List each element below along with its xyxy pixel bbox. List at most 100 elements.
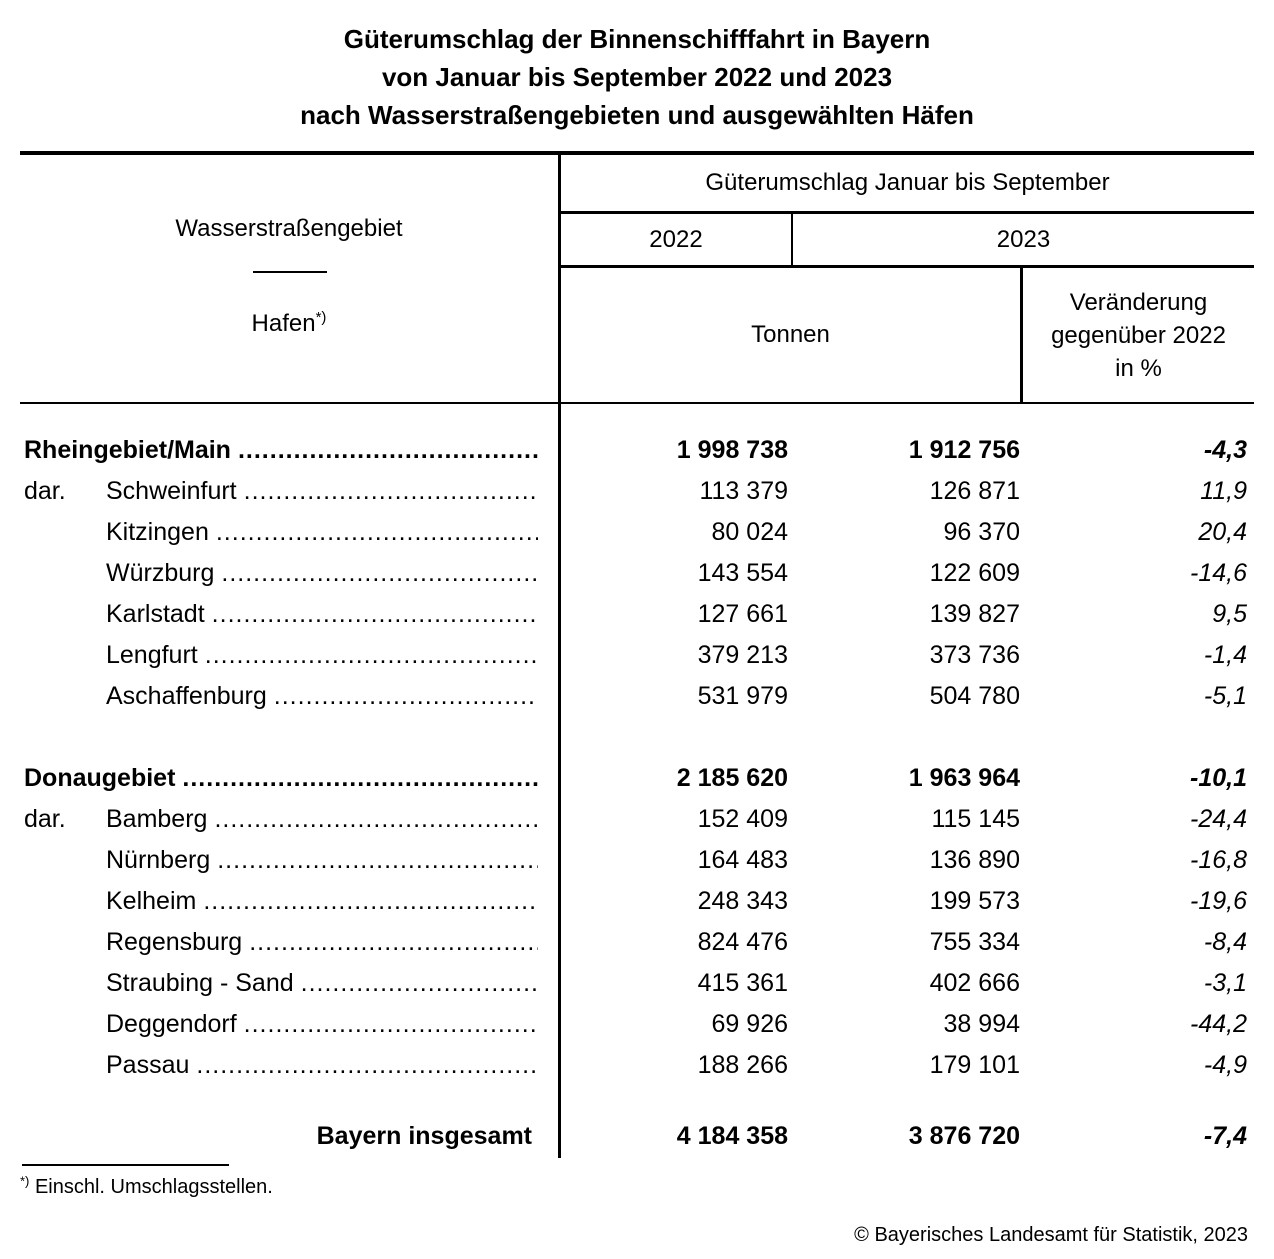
header-change-line-2: gegenüber 2022 (1051, 321, 1226, 349)
row-name: Passau (106, 1051, 190, 1079)
dot-leader (182, 758, 538, 799)
row-label-cell: Rheingebiet/Main (20, 430, 538, 471)
dot-leader (196, 1045, 538, 1086)
value-change-percent: -4,3 (1203, 436, 1247, 464)
row-prefix (24, 594, 106, 635)
value-2022: 80 024 (711, 518, 788, 546)
value-2022: 824 476 (697, 928, 788, 956)
row-name: Rheingebiet/Main (24, 436, 231, 464)
title-line-3: nach Wasserstraßengebieten und ausgewähl… (300, 100, 974, 130)
value-change-percent: -44,2 (1190, 1010, 1247, 1038)
row-label-cell: Lengfurt (20, 635, 538, 676)
value-2022: 248 343 (697, 887, 788, 915)
row-prefix (24, 553, 106, 594)
row-prefix (24, 1004, 106, 1045)
value-2022: 1 998 738 (676, 436, 788, 464)
header-years-underline (561, 265, 1254, 268)
row-label-cell: Aschaffenburg (20, 676, 538, 717)
row-label-cell: dar. Bamberg (20, 799, 538, 840)
header-group-title: Güterumschlag Januar bis September (705, 169, 1110, 196)
row-prefix (24, 1045, 106, 1086)
table-row: Rheingebiet/Main 1 998 738 1 912 756 -4,3 (20, 430, 1254, 471)
row-label-cell: Bayern insgesamt (20, 1116, 538, 1157)
dot-leader (244, 471, 538, 512)
value-change-percent: -19,6 (1190, 887, 1247, 915)
row-name: Straubing - Sand (106, 969, 294, 997)
value-2023: 126 871 (929, 477, 1020, 505)
title-line-2: von Januar bis September 2022 und 2023 (381, 62, 893, 92)
value-2023: 402 666 (929, 969, 1020, 997)
row-prefix (24, 963, 106, 1004)
dot-leader (216, 512, 538, 553)
value-2022: 113 379 (699, 477, 788, 505)
value-2022: 379 213 (697, 641, 788, 669)
value-change-percent: -10,1 (1190, 764, 1247, 792)
row-prefix (24, 922, 106, 963)
value-change-percent: -24,4 (1190, 805, 1247, 833)
header-years-divider (791, 214, 793, 265)
value-2022: 531 979 (697, 682, 788, 710)
spacer-row (20, 717, 1254, 758)
value-2023: 3 876 720 (908, 1122, 1020, 1150)
value-2023: 136 890 (929, 846, 1020, 874)
value-2023: 504 780 (929, 682, 1020, 710)
value-change-percent: -5,1 (1203, 682, 1247, 710)
header-hafen-footnote-mark: *) (315, 309, 327, 326)
row-prefix (24, 512, 106, 553)
dot-leader (249, 922, 538, 963)
row-label-cell: Karlstadt (20, 594, 538, 635)
row-label-cell: Donaugebiet (20, 758, 538, 799)
row-name: Aschaffenburg (106, 682, 267, 710)
table-row: Straubing - Sand 415 361 402 666 -3,1 (20, 963, 1254, 1004)
row-name: Karlstadt (106, 600, 205, 628)
value-2022: 2 185 620 (676, 764, 788, 792)
value-2022: 152 409 (697, 805, 788, 833)
value-2022: 188 266 (697, 1051, 788, 1079)
value-change-percent: -4,9 (1203, 1051, 1247, 1079)
value-2022: 4 184 358 (676, 1122, 788, 1150)
value-2022: 69 926 (711, 1010, 788, 1038)
value-change-percent: -3,1 (1203, 969, 1247, 997)
row-name: Bayern insgesamt (316, 1122, 532, 1150)
copyright-notice: © Bayerisches Landesamt für Statistik, 2… (854, 1224, 1248, 1246)
header-unit-tonnen: Tonnen (751, 321, 830, 348)
table-row: Deggendorf 69 926 38 994 -44,2 (20, 1004, 1254, 1045)
row-label-cell: Würzburg (20, 553, 538, 594)
table-row: Bayern insgesamt 4 184 358 3 876 720 -7,4 (20, 1116, 1254, 1157)
row-prefix: dar. (24, 477, 66, 505)
row-name: Lengfurt (106, 641, 198, 669)
dot-leader (238, 430, 538, 471)
table-row: Kitzingen 80 024 96 370 20,4 (20, 512, 1254, 553)
value-change-percent: -7,4 (1203, 1122, 1247, 1150)
footnote-separator-line (22, 1164, 229, 1166)
value-2022: 127 661 (697, 600, 788, 628)
footnote-mark: *) (20, 1173, 30, 1189)
value-2023: 755 334 (929, 928, 1020, 956)
dot-leader (205, 635, 538, 676)
header-change-line-3: in % (1115, 354, 1162, 382)
header-year-2022: 2022 (649, 226, 703, 253)
value-2023: 373 736 (929, 641, 1020, 669)
value-2023: 199 573 (929, 887, 1020, 915)
value-2023: 96 370 (943, 518, 1020, 546)
spacer-row (20, 1086, 1254, 1116)
row-name: Donaugebiet (24, 764, 176, 792)
table-row: Würzburg 143 554 122 609 -14,6 (20, 553, 1254, 594)
dot-leader (217, 840, 538, 881)
dot-leader (244, 1004, 538, 1045)
row-label-cell: Nürnberg (20, 840, 538, 881)
row-name: Würzburg (106, 559, 215, 587)
value-2023: 115 145 (931, 805, 1020, 833)
row-name: Deggendorf (106, 1010, 237, 1038)
row-name: Kelheim (106, 887, 197, 915)
row-label-cell: Straubing - Sand (20, 963, 538, 1004)
header-group-underline (561, 211, 1254, 214)
footnote: *) Einschl. Umschlagsstellen. (20, 1173, 273, 1199)
value-change-percent: 11,9 (1200, 477, 1247, 505)
row-prefix (24, 881, 106, 922)
table-row: Lengfurt 379 213 373 736 -1,4 (20, 635, 1254, 676)
row-prefix: dar. (24, 805, 66, 833)
table-body: Rheingebiet/Main 1 998 738 1 912 756 -4,3 da… (20, 404, 1254, 1157)
row-label-cell: Passau (20, 1045, 538, 1086)
header-change-divider (1020, 268, 1023, 402)
